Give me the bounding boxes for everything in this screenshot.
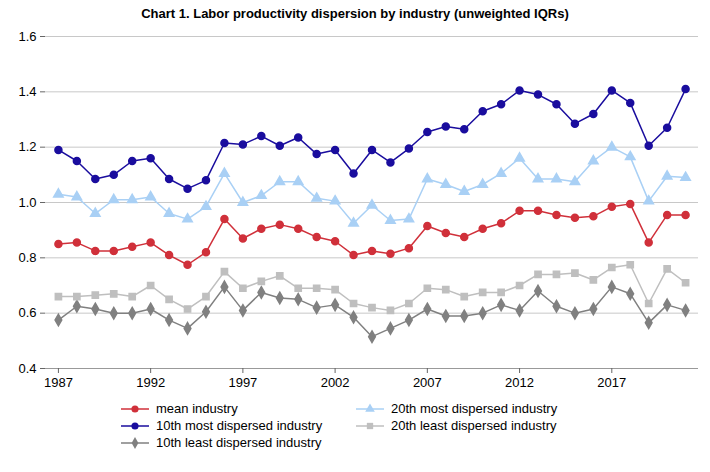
svg-text:1997: 1997 [228,375,257,390]
svg-text:1.0: 1.0 [18,195,36,210]
svg-text:2017: 2017 [597,375,626,390]
svg-text:0.6: 0.6 [18,305,36,320]
svg-text:0.8: 0.8 [18,250,36,265]
html-text:mean industry: mean industry [156,401,238,416]
html-text:20th most dispersed industry: 20th most dispersed industry [391,401,558,416]
svg-text:1987: 1987 [44,375,73,390]
html-text:20th least dispersed industry: 20th least dispersed industry [391,418,557,433]
html-text:Chart 1. Labor productivity di: Chart 1. Labor productivity dispersion b… [141,6,569,21]
html-text:10th most dispersed industry: 10th most dispersed industry [156,418,323,433]
svg-text:1.4: 1.4 [18,84,36,99]
svg-text:2007: 2007 [413,375,442,390]
svg-text:1992: 1992 [136,375,165,390]
svg-text:2012: 2012 [505,375,534,390]
svg-text:2002: 2002 [321,375,350,390]
svg-text:0.4: 0.4 [18,361,36,376]
svg-text:1.6: 1.6 [18,29,36,44]
svg-text:1.2: 1.2 [18,139,36,154]
html-text:10th least dispersed industry: 10th least dispersed industry [156,435,322,450]
